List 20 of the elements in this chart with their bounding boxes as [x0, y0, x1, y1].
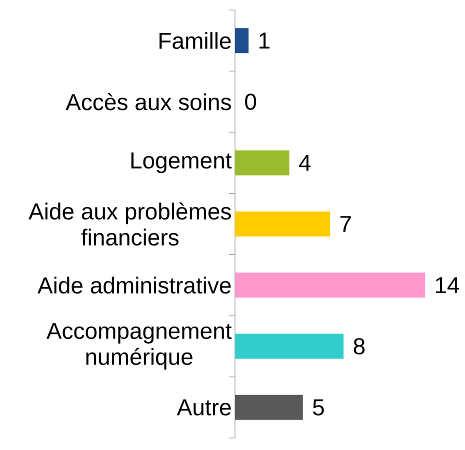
- data-label: 7: [340, 216, 351, 232]
- data-label: 1: [260, 32, 270, 48]
- bar: [235, 272, 426, 298]
- data-label: 5: [312, 399, 324, 416]
- data-label: 0: [245, 94, 256, 110]
- data-label: 4: [299, 154, 311, 171]
- y-tick-label: Aide aux problèmes financiers: [28, 202, 231, 246]
- data-label: 14: [436, 277, 460, 294]
- y-tick-label: Accès aux soins: [66, 93, 231, 110]
- bar: [235, 334, 344, 359]
- y-tick-label: Autre: [176, 399, 231, 416]
- bar: [235, 28, 249, 54]
- bar: [235, 150, 290, 176]
- data-label: 8: [354, 338, 365, 354]
- y-tick-label: Accompagnement numérique: [46, 322, 232, 370]
- y-tick-label: Aide administrative: [38, 276, 231, 294]
- y-tick-label: Famille: [160, 32, 231, 50]
- bar: [235, 394, 303, 420]
- y-tick-label: Logement: [131, 152, 232, 174]
- bar: [235, 212, 330, 236]
